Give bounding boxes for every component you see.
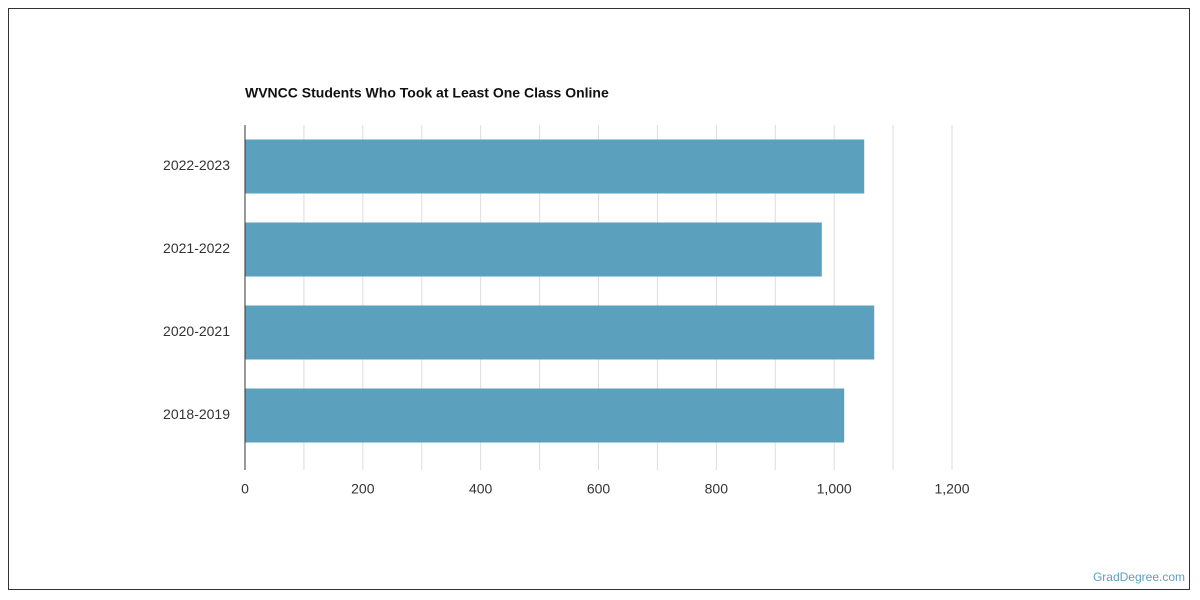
bar	[245, 388, 845, 443]
y-tick-label: 2018-2019	[163, 406, 230, 422]
x-tick-label: 400	[469, 481, 493, 497]
bar	[245, 222, 822, 277]
y-tick-label: 2022-2023	[163, 157, 230, 173]
x-tick-label: 1,000	[817, 481, 852, 497]
x-tick-label: 0	[241, 481, 249, 497]
x-tick-label: 600	[587, 481, 611, 497]
source-link[interactable]: GradDegree.com	[1093, 570, 1185, 584]
x-tick-label: 800	[705, 481, 729, 497]
bar	[245, 139, 865, 194]
y-tick-label: 2020-2021	[163, 323, 230, 339]
x-tick-label: 1,200	[934, 481, 969, 497]
y-tick-label: 2021-2022	[163, 240, 230, 256]
bar	[245, 305, 875, 360]
chart-title: WVNCC Students Who Took at Least One Cla…	[245, 85, 609, 101]
x-tick-label: 200	[351, 481, 375, 497]
